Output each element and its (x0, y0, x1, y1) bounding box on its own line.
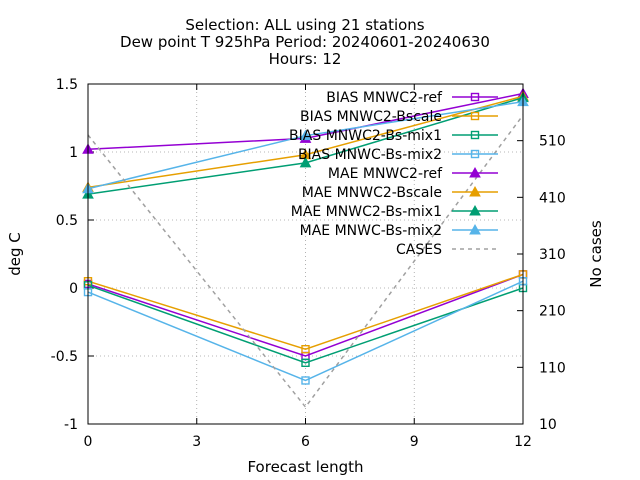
data-point-square (301, 345, 310, 354)
legend-label: BIAS MNWC2-ref (326, 90, 443, 106)
chart-title-line: Hours: 12 (269, 50, 342, 68)
x-tick-label: 12 (514, 434, 532, 450)
data-point-square (301, 376, 310, 385)
legend-label: CASES (396, 242, 442, 258)
y2-tick-label: 310 (539, 247, 566, 263)
data-point-triangle (469, 185, 481, 197)
series-line (87, 273, 524, 350)
y2-axis-label: No cases (587, 220, 605, 288)
y-tick-label: 0 (69, 281, 78, 297)
data-point-triangle (469, 223, 481, 235)
legend-label: BIAS MNWC-Bs-mix2 (298, 147, 442, 163)
y-tick-label: 0.5 (56, 213, 78, 229)
y-tick-label: 1 (69, 145, 78, 161)
y-ticks: -1 -0.5 0 0.5 1 1.5 (51, 77, 94, 433)
x-tick-label: 6 (301, 434, 310, 450)
x-axis-label: Forecast length (247, 458, 363, 476)
series-line (87, 273, 524, 357)
y-tick-label: 1.5 (56, 77, 78, 93)
data-point-square (301, 358, 310, 367)
y-tick-label: -0.5 (51, 349, 78, 365)
plot-frame (87, 83, 524, 425)
legend-label: MAE MNWC-Bs-mix2 (300, 223, 442, 239)
x-tick-label: 9 (410, 434, 419, 450)
legend-label: MAE MNWC2-Bs-mix1 (291, 204, 442, 220)
data-point-square (470, 149, 480, 159)
y-tick-label: -1 (64, 417, 78, 433)
y2-tick-label: 510 (539, 134, 566, 150)
y-axis-label: deg C (6, 232, 24, 276)
series-line (87, 280, 524, 382)
y2-tick-label: 110 (539, 360, 566, 376)
legend-label: MAE MNWC2-Bscale (302, 185, 442, 201)
chart-title-line: Dew point T 925hPa Period: 20240601-2024… (120, 33, 490, 51)
data-point-square (470, 92, 480, 102)
x-tick-label: 3 (192, 434, 201, 450)
y2-ticks: 10 110 210 310 410 510 (517, 134, 566, 433)
data-point-square (470, 130, 480, 140)
y2-tick-label: 410 (539, 190, 566, 206)
legend-label: BIAS MNWC2-Bs-mix1 (289, 128, 442, 144)
x-tick-label: 0 (84, 434, 93, 450)
legend-label: BIAS MNWC2-Bscale (300, 109, 442, 125)
data-point-triangle (299, 156, 312, 168)
data-point-triangle (469, 166, 481, 178)
data-point-triangle (469, 204, 481, 216)
series-layer (82, 87, 529, 409)
data-point-square (470, 111, 480, 121)
series-line (87, 284, 524, 364)
legend-label: MAE MNWC2-ref (328, 166, 443, 182)
data-point-triangle (299, 129, 312, 141)
legend: BIAS MNWC2-ref BIAS MNWC2-Bscale BIAS MNWC… (289, 90, 498, 258)
y2-tick-label: 210 (539, 304, 566, 320)
chart-title-line: Selection: ALL using 21 stations (185, 16, 424, 34)
y2-tick-label: 10 (539, 417, 557, 433)
